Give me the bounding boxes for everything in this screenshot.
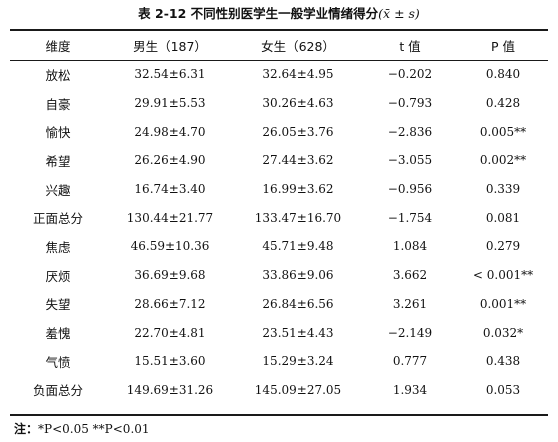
cell-t-value: 1.934: [392, 382, 428, 397]
cell-female: 145.09±27.05: [254, 382, 342, 397]
cell-dimension: 气愤: [45, 354, 71, 370]
cell-female: 15.29±3.24: [262, 354, 334, 369]
cell-p-value: 0.081: [485, 210, 521, 225]
table-caption: 表 2-12 不同性别医学生一般学业情绪得分(x̄ ± s): [0, 5, 558, 23]
cell-female: 26.05±3.76: [262, 124, 334, 139]
header-t-value: t 值: [399, 39, 421, 54]
cell-dimension: 焦虑: [45, 239, 71, 255]
cell-p-value: < 0.001**: [472, 268, 534, 283]
cell-p-value: 0.840: [485, 67, 521, 82]
cell-t-value: 1.084: [392, 239, 428, 254]
cell-dimension: 自豪: [45, 96, 71, 112]
table-row: 羞愧 22.70±4.81 23.51±4.43 −2.149 0.032*: [10, 318, 548, 347]
table-row: 失望 28.66±7.12 26.84±6.56 3.261 0.001**: [10, 290, 548, 319]
cell-male: 46.59±10.36: [130, 239, 210, 254]
table-header-rule: [10, 60, 548, 61]
cell-t-value: −3.055: [387, 153, 433, 168]
table-row: 希望 26.26±4.90 27.44±3.62 −3.055 0.002**: [10, 146, 548, 175]
cell-t-value: −0.956: [387, 182, 433, 197]
cell-dimension: 负面总分: [32, 383, 83, 399]
table-row: 愉快 24.98±4.70 26.05±3.76 −2.836 0.005**: [10, 117, 548, 146]
cell-male: 32.54±6.31: [134, 67, 206, 82]
cell-p-value: 0.053: [485, 382, 521, 397]
cell-t-value: −2.149: [387, 325, 433, 340]
cell-dimension: 失望: [45, 297, 71, 313]
cell-female: 23.51±4.43: [262, 325, 334, 340]
table-body: 放松 32.54±6.31 32.64±4.95 −0.202 0.840 自豪 29.9…: [10, 60, 548, 404]
cell-p-value: 0.438: [485, 354, 521, 369]
cell-female: 133.47±16.70: [254, 210, 342, 225]
table-top-rule: [10, 29, 548, 31]
table-row: 负面总分 149.69±31.26 145.09±27.05 1.934 0.053: [10, 376, 548, 405]
cell-male: 149.69±31.26: [126, 382, 214, 397]
cell-dimension: 放松: [45, 67, 71, 83]
table-row: 焦虑 46.59±10.36 45.71±9.48 1.084 0.279: [10, 232, 548, 261]
footnote-label: 注：: [14, 422, 39, 436]
cell-male: 24.98±4.70: [134, 124, 206, 139]
cell-t-value: 3.261: [392, 296, 428, 311]
table-footnote: 注：*P<0.05 **P<0.01: [14, 421, 150, 437]
cell-p-value: 0.279: [485, 239, 521, 254]
emotion-score-table: 维度 男生（187） 女生（628） t 值 P 值 放松 32.54±6.31 3…: [10, 31, 548, 404]
cell-male: 16.74±3.40: [134, 182, 206, 197]
header-dimension: 维度: [45, 39, 71, 54]
caption-title: 表 2-12 不同性别医学生一般学业情绪得分: [138, 6, 379, 21]
cell-dimension: 愉快: [45, 125, 71, 141]
cell-dimension: 兴趣: [45, 182, 71, 198]
cell-male: 36.69±9.68: [134, 268, 206, 283]
cell-female: 33.86±9.06: [262, 268, 334, 283]
cell-female: 16.99±3.62: [262, 182, 334, 197]
cell-p-value: 0.428: [485, 96, 521, 111]
cell-female: 45.71±9.48: [262, 239, 334, 254]
cell-female: 32.64±4.95: [262, 67, 334, 82]
cell-female: 27.44±3.62: [262, 153, 334, 168]
cell-male: 28.66±7.12: [134, 296, 206, 311]
table-row: 自豪 29.91±5.53 30.26±4.63 −0.793 0.428: [10, 89, 548, 118]
table-row: 气愤 15.51±3.60 15.29±3.24 0.777 0.438: [10, 347, 548, 376]
table-row: 兴趣 16.74±3.40 16.99±3.62 −0.956 0.339: [10, 175, 548, 204]
cell-male: 130.44±21.77: [126, 210, 214, 225]
cell-dimension: 羞愧: [45, 326, 71, 342]
table-row: 正面总分 130.44±21.77 133.47±16.70 −1.754 0.081: [10, 203, 548, 232]
cell-t-value: −2.836: [387, 124, 433, 139]
table-row: 厌烦 36.69±9.68 33.86±9.06 3.662 < 0.001**: [10, 261, 548, 290]
cell-dimension: 厌烦: [45, 268, 71, 284]
cell-t-value: 3.662: [392, 268, 428, 283]
header-male: 男生（187）: [133, 39, 207, 54]
cell-p-value: 0.032*: [482, 325, 524, 340]
cell-p-value: 0.001**: [479, 296, 527, 311]
cell-p-value: 0.002**: [479, 153, 527, 168]
header-female: 女生（628）: [261, 39, 335, 54]
cell-male: 22.70±4.81: [134, 325, 206, 340]
cell-t-value: 0.777: [392, 354, 428, 369]
table-header-row: 维度 男生（187） 女生（628） t 值 P 值: [10, 31, 548, 60]
cell-female: 30.26±4.63: [262, 96, 334, 111]
caption-stat-notation: (x̄ ± s): [378, 6, 420, 21]
cell-male: 15.51±3.60: [134, 354, 206, 369]
table-bottom-rule: [10, 414, 548, 416]
footnote-text: *P<0.05 **P<0.01: [38, 422, 150, 436]
cell-p-value: 0.005**: [479, 124, 527, 139]
cell-dimension: 正面总分: [32, 211, 83, 227]
cell-t-value: −0.202: [387, 67, 433, 82]
cell-p-value: 0.339: [485, 182, 521, 197]
header-p-value: P 值: [490, 39, 515, 54]
cell-male: 29.91±5.53: [134, 96, 206, 111]
cell-t-value: −0.793: [387, 96, 433, 111]
cell-female: 26.84±6.56: [262, 296, 334, 311]
cell-t-value: −1.754: [387, 210, 433, 225]
cell-male: 26.26±4.90: [134, 153, 206, 168]
table-row: 放松 32.54±6.31 32.64±4.95 −0.202 0.840: [10, 60, 548, 89]
cell-dimension: 希望: [45, 153, 71, 169]
